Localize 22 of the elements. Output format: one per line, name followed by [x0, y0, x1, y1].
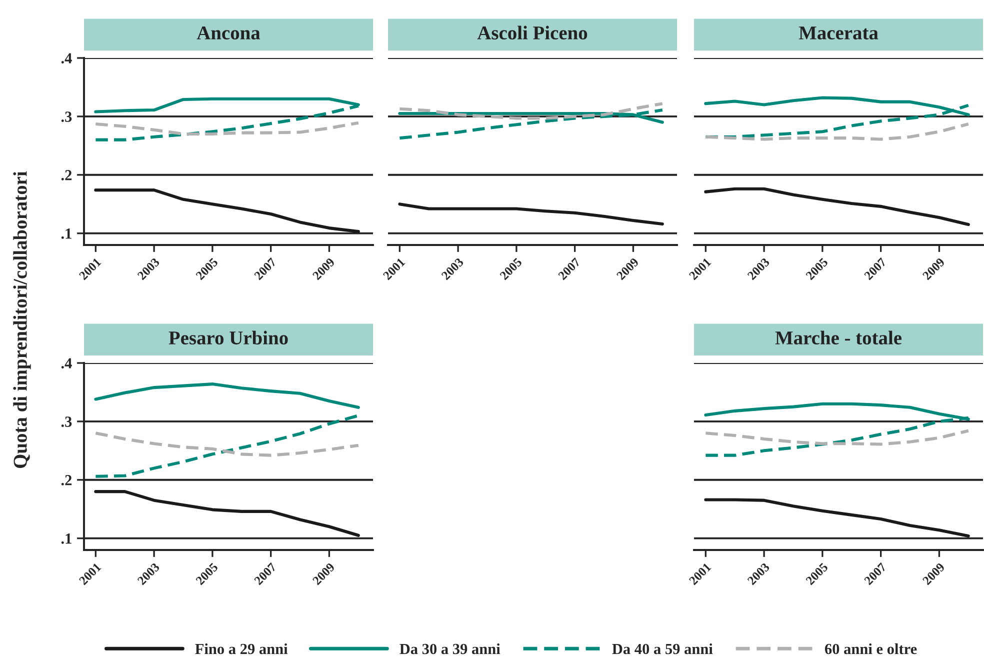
chart-title: Pesaro Urbino	[168, 330, 288, 344]
y-tick-label: .1	[61, 228, 72, 239]
legend-label: Da 40 a 59 anni	[612, 643, 713, 654]
line-series	[94, 414, 360, 478]
y-tick-label: .3	[61, 416, 72, 427]
legend-label: Fino a 29 anni	[195, 643, 288, 654]
y-axis-title: Quota di imprenditori/collaboratori	[13, 171, 31, 468]
y-tick-label: .2	[61, 475, 72, 486]
y-tick-label: .4	[61, 358, 72, 369]
legend-label: Da 30 a 39 anni	[400, 643, 500, 654]
chart-title: Ascoli Piceno	[477, 26, 588, 40]
line-series	[94, 432, 360, 457]
y-tick-label: .3	[61, 112, 72, 122]
line-series	[94, 121, 360, 136]
chart-title: Macerata	[798, 26, 878, 40]
y-tick-label: .1	[61, 534, 72, 544]
legend-label: 60 anni e oltre	[824, 643, 917, 654]
chart-title: Marche - totale	[775, 330, 902, 344]
line-series	[94, 382, 360, 409]
y-tick-label: .4	[61, 53, 72, 64]
chart-title: Ancona	[196, 26, 260, 40]
y-tick-label: .2	[61, 170, 72, 180]
